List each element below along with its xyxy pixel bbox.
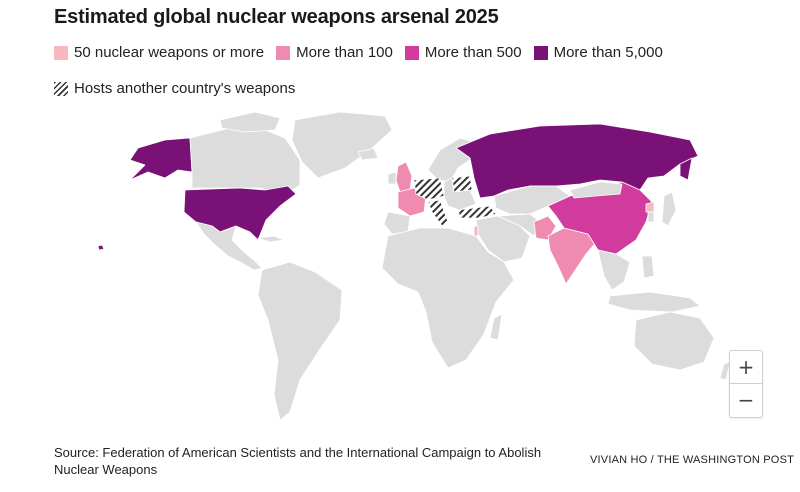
legend-item-50: 50 nuclear weapons or more: [54, 44, 264, 61]
legend-item-5000: More than 5,000: [533, 44, 663, 61]
greenland-region[interactable]: [291, 111, 393, 179]
mexico-region[interactable]: [195, 221, 263, 271]
zoom-control: + −: [729, 350, 763, 418]
south-america-region[interactable]: [257, 261, 343, 421]
credit-line: VIVIAN HO / THE WASHINGTON POST: [590, 454, 795, 466]
usa-region[interactable]: [183, 185, 297, 241]
legend-hosts: Hosts another country's weapons: [54, 80, 295, 97]
russia-region[interactable]: [455, 123, 699, 199]
zoom-out-button[interactable]: −: [737, 388, 755, 412]
north-korea-region[interactable]: [645, 201, 655, 213]
legend-label-500: More than 500: [424, 44, 522, 61]
uk-region[interactable]: [395, 161, 413, 193]
source-note: Source: Federation of American Scientist…: [54, 445, 542, 477]
legend-swatch-5000: [533, 45, 548, 60]
legend-label-5000: More than 5,000: [553, 44, 663, 61]
kamchatka-region[interactable]: [679, 157, 693, 181]
iceland-region[interactable]: [357, 147, 379, 161]
africa-region[interactable]: [381, 227, 515, 369]
zoom-in-button[interactable]: +: [730, 351, 762, 384]
south-korea-region[interactable]: [647, 211, 655, 223]
legend-label-50: 50 nuclear weapons or more: [74, 44, 265, 61]
arctic-islands-region[interactable]: [219, 111, 281, 133]
legend-swatch-500: [404, 45, 419, 60]
eastern-europe-region[interactable]: [443, 177, 477, 211]
madagascar-region[interactable]: [489, 313, 503, 341]
ireland-region[interactable]: [387, 171, 397, 185]
new-zealand-region[interactable]: [719, 361, 731, 381]
hawaii-region[interactable]: [97, 244, 105, 251]
world-map[interactable]: [0, 100, 800, 440]
legend-item-500: More than 500: [404, 44, 522, 61]
caribbean-region[interactable]: [257, 235, 285, 243]
alaska-region[interactable]: [129, 137, 193, 181]
philippines-region[interactable]: [641, 255, 655, 279]
hatch-swatch-icon: [54, 81, 68, 96]
belarus-host-region[interactable]: [451, 175, 473, 193]
iberia-region[interactable]: [383, 211, 411, 235]
israel-region[interactable]: [473, 225, 479, 237]
canada-region[interactable]: [189, 127, 301, 196]
indonesia-region[interactable]: [607, 291, 701, 313]
australia-region[interactable]: [633, 311, 715, 371]
southeast-asia-region[interactable]: [597, 249, 631, 291]
japan-region[interactable]: [661, 191, 677, 227]
germany-host-region[interactable]: [413, 177, 445, 201]
legend-item-100: More than 100: [276, 44, 393, 61]
turkey-host-region[interactable]: [457, 205, 497, 219]
legend-swatch-50: [54, 45, 68, 60]
legend-swatch-100: [276, 45, 291, 60]
legend-hosts-label: Hosts another country's weapons: [74, 80, 296, 97]
mongolia-region[interactable]: [569, 181, 623, 199]
legend-label-100: More than 100: [296, 44, 393, 61]
italy-host-region[interactable]: [427, 199, 449, 227]
legend: 50 nuclear weapons or more More than 100…: [54, 44, 675, 61]
pakistan-region[interactable]: [533, 215, 557, 241]
map-title: Estimated global nuclear weapons arsenal…: [54, 6, 499, 28]
